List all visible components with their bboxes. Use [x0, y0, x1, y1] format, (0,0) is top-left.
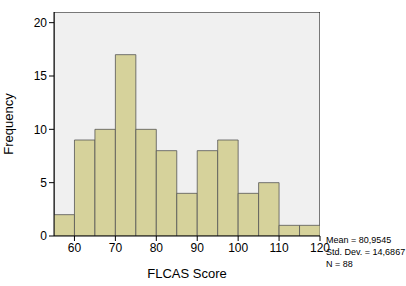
- svg-text:Frequency: Frequency: [8, 93, 16, 155]
- svg-text:120: 120: [310, 240, 330, 255]
- html-text:Std. Dev. = 14,6867: Std. Dev. = 14,6867: [326, 247, 406, 257]
- html-text:Mean = 80,9545: Mean = 80,9545: [326, 235, 392, 245]
- svg-text:60: 60: [68, 241, 82, 255]
- svg-text:70: 70: [109, 241, 123, 255]
- svg-text:90: 90: [191, 241, 205, 255]
- svg-text:FLCAS Score: FLCAS Score: [147, 266, 226, 281]
- html-text:N = 88: N = 88: [326, 259, 353, 269]
- svg-text:15: 15: [34, 69, 48, 83]
- svg-text:110: 110: [270, 241, 289, 255]
- svg-text:20: 20: [34, 16, 48, 30]
- svg-text:5: 5: [40, 176, 47, 190]
- svg-text:80: 80: [150, 241, 164, 255]
- svg-text:0: 0: [40, 229, 47, 243]
- svg-text:100: 100: [228, 241, 248, 255]
- svg-text:10: 10: [34, 123, 48, 137]
